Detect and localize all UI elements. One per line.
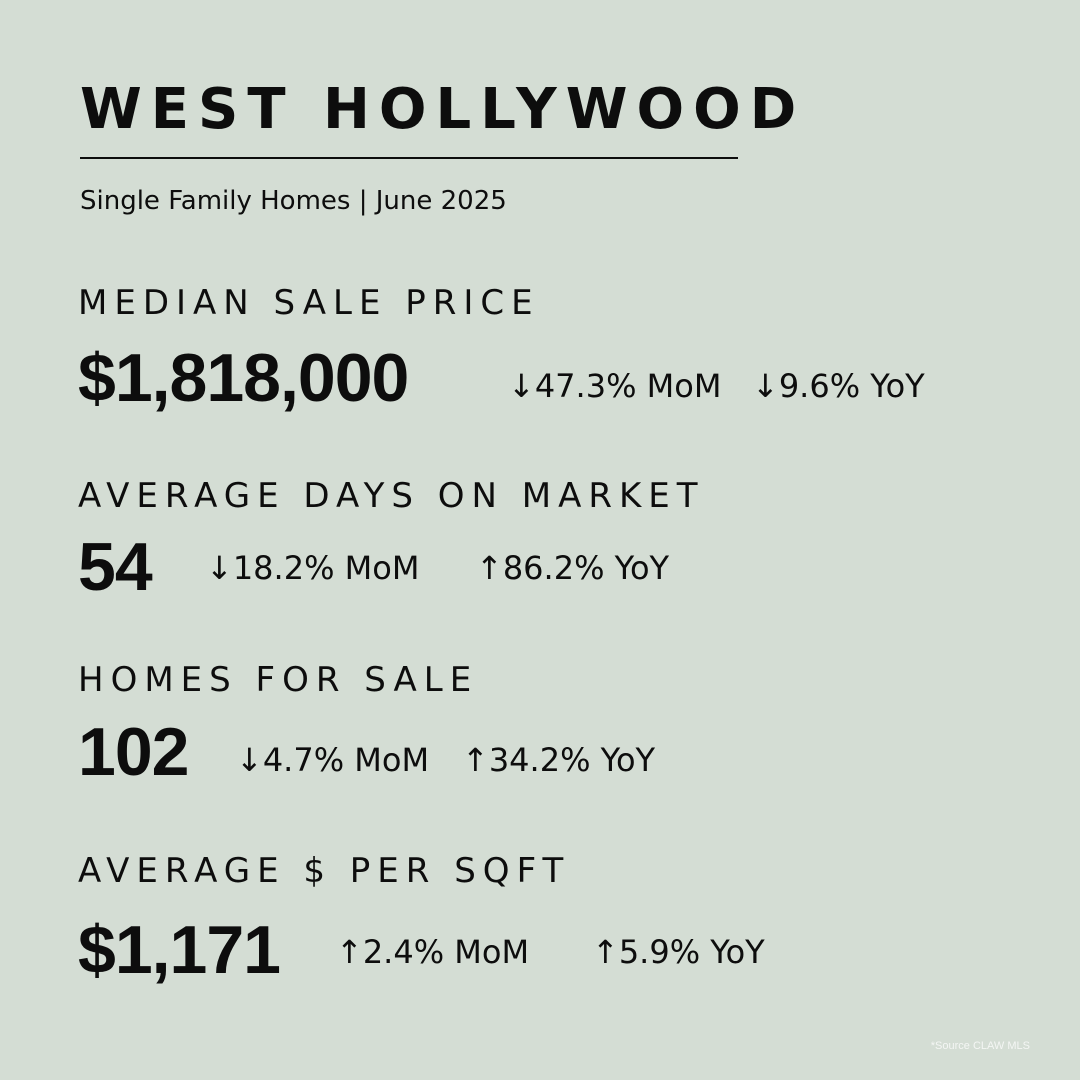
homes-for-sale-label: HOMES FOR SALE [78, 660, 479, 700]
median-sale-price-mom: ↓47.3% MoM [508, 367, 722, 405]
median-sale-price-value: $1,818,000 [78, 340, 409, 416]
average-days-on-market-label: AVERAGE DAYS ON MARKET [78, 476, 705, 516]
homes-for-sale-mom: ↓4.7% MoM [236, 741, 430, 779]
average-days-on-market-mom: ↓18.2% MoM [206, 549, 420, 587]
average-price-per-sqft-mom: ↑2.4% MoM [336, 933, 530, 971]
median-sale-price-label: MEDIAN SALE PRICE [78, 283, 540, 323]
homes-for-sale-yoy: ↑34.2% YoY [462, 741, 656, 779]
average-price-per-sqft-value: $1,171 [78, 912, 281, 988]
median-sale-price-yoy: ↓9.6% YoY [752, 367, 925, 405]
average-price-per-sqft-yoy: ↑5.9% YoY [592, 933, 765, 971]
homes-for-sale-value: 102 [78, 714, 189, 790]
title-divider [80, 157, 738, 159]
page-title: WEST HOLLYWOOD [80, 77, 806, 142]
average-price-per-sqft-label: AVERAGE $ PER SQFT [78, 851, 571, 891]
source-note: *Source CLAW MLS [930, 1040, 1030, 1052]
page-subtitle: Single Family Homes | June 2025 [80, 186, 507, 216]
average-days-on-market-yoy: ↑86.2% YoY [476, 549, 670, 587]
average-days-on-market-value: 54 [78, 529, 153, 605]
